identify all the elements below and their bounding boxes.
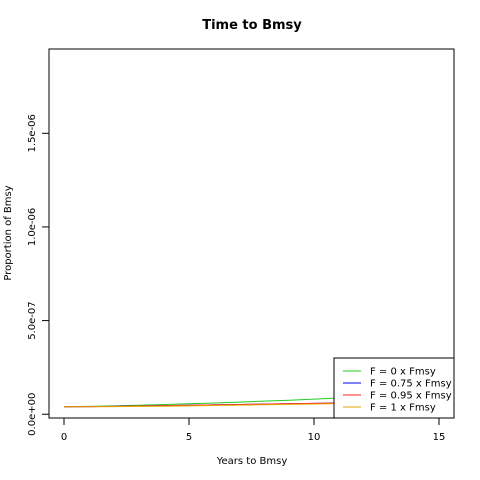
legend-label-2: F = 0.75 x Fmsy [370, 379, 452, 390]
legend-label-1: F = 0 x Fmsy [370, 367, 436, 378]
x-tick-label: 10 [308, 432, 321, 443]
legend-label-4: F = 1 x Fmsy [370, 403, 436, 414]
y-axis-label: Proportion of Bmsy [3, 185, 14, 280]
y-tick-label: 1.0e-06 [27, 208, 38, 246]
chart-title: Time to Bmsy [202, 18, 302, 33]
x-tick-label: 15 [433, 432, 446, 443]
x-axis-label: Years to Bmsy [216, 456, 288, 467]
y-axis: 0.0e+00 5.0e-07 1.0e-06 1.5e-06 [27, 114, 50, 436]
y-tick-label: 5.0e-07 [27, 301, 38, 339]
y-tick-label: 0.0e+00 [27, 393, 38, 436]
x-tick-label: 0 [61, 432, 67, 443]
legend-box [333, 357, 455, 419]
legend-label-3: F = 0.95 x Fmsy [370, 391, 452, 402]
x-tick-label: 5 [186, 432, 192, 443]
y-tick-label: 1.5e-06 [27, 114, 38, 152]
x-axis: 0 5 10 15 [61, 417, 446, 443]
